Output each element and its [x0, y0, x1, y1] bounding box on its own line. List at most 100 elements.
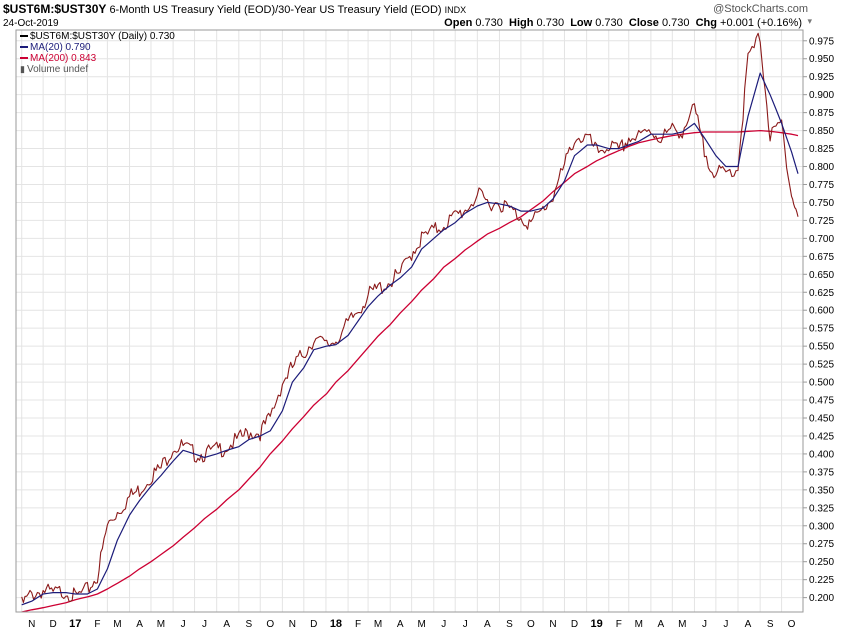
y-tick-label: 0.450: [809, 414, 834, 425]
volume-bars-icon: ▮: [20, 64, 25, 74]
x-tick-label: J: [463, 619, 468, 630]
y-tick-label: 0.750: [809, 198, 834, 209]
x-tick-label: S: [506, 619, 513, 630]
x-tick-label: F: [94, 619, 100, 630]
legend-ma20-label: MA(20) 0.790: [30, 42, 91, 53]
legend-ma200-label: MA(200) 0.843: [30, 53, 97, 64]
y-tick-label: 0.800: [809, 162, 834, 173]
legend-price: $UST6M:$UST30Y (Daily) 0.730: [20, 31, 175, 42]
ma200-line: [21, 129, 799, 613]
y-axis: 0.200 0.225 0.250 0.275 0.300 0.325 0.350 0.375…: [803, 36, 834, 604]
y-tick-label: 0.250: [809, 557, 834, 568]
x-tick-label: J: [723, 619, 728, 630]
legend-volume-label: Volume undef: [26, 64, 89, 75]
exchange-label: INDX: [444, 5, 467, 15]
y-tick-label: 0.950: [809, 54, 834, 65]
low-label: Low: [570, 17, 593, 29]
high-label: High: [509, 17, 534, 29]
watermark: @StockCharts.com: [713, 3, 808, 15]
y-tick-label: 0.850: [809, 126, 834, 137]
legend-price-swatch: [20, 35, 28, 38]
chart-title-line: $UST6M:$UST30Y 6-Month US Treasury Yield…: [3, 3, 466, 17]
legend-ma200-swatch: [20, 57, 28, 60]
x-tick-label: N: [549, 619, 556, 630]
x-tick-label: A: [397, 619, 404, 630]
x-tick-label: N: [28, 619, 35, 630]
x-tick-label: J: [202, 619, 207, 630]
x-tick-label: J: [702, 619, 707, 630]
y-tick-label: 0.900: [809, 90, 834, 101]
legend-price-label: $UST6M:$UST30Y (Daily) 0.730: [30, 31, 175, 42]
x-tick-label: M: [374, 619, 382, 630]
symbol-title: $UST6M:$UST30Y: [3, 2, 107, 16]
x-tick-label: M: [678, 619, 686, 630]
open-value: 0.730: [475, 17, 503, 29]
y-tick-label: 0.475: [809, 396, 834, 407]
x-tick-label: J: [181, 619, 186, 630]
x-tick-label: M: [113, 619, 121, 630]
x-tick-label: A: [484, 619, 491, 630]
y-tick-label: 0.775: [809, 180, 834, 191]
y-tick-label: 0.275: [809, 539, 834, 550]
y-tick-label: 0.650: [809, 270, 834, 281]
x-axis: N D 17 F M A M J J A S O N D 18 F M A M J J A S O N D 19 F M A M J J A S O: [28, 618, 796, 630]
y-tick-label: 0.375: [809, 467, 834, 478]
low-value: 0.730: [595, 17, 623, 29]
y-tick-label: 0.225: [809, 575, 834, 586]
x-tick-label: A: [745, 619, 752, 630]
open-label: Open: [444, 17, 473, 29]
x-tick-label: O: [788, 619, 796, 630]
x-tick-label: 18: [330, 618, 342, 630]
y-tick-label: 0.825: [809, 144, 834, 155]
y-tick-label: 0.325: [809, 503, 834, 514]
x-tick-label: A: [658, 619, 665, 630]
x-tick-label: O: [266, 619, 274, 630]
chevron-down-icon[interactable]: ▾: [807, 16, 812, 26]
x-tick-label: A: [223, 619, 230, 630]
symbol-description: 6-Month US Treasury Yield (EOD)/30-Year …: [109, 4, 442, 16]
y-tick-label: 0.550: [809, 342, 834, 353]
y-tick-label: 0.300: [809, 521, 834, 532]
y-tick-label: 0.725: [809, 216, 834, 227]
x-tick-label: 19: [590, 618, 602, 630]
legend-ma200: MA(200) 0.843: [20, 53, 175, 64]
chart-legend: $UST6M:$UST30Y (Daily) 0.730 MA(20) 0.79…: [20, 31, 175, 75]
y-tick-label: 0.200: [809, 593, 834, 604]
x-tick-label: J: [441, 619, 446, 630]
chg-value: +0.001 (+0.16%): [720, 17, 802, 29]
x-tick-label: F: [616, 619, 622, 630]
high-value: 0.730: [536, 17, 565, 29]
plot-frame: [15, 29, 804, 613]
y-tick-label: 0.425: [809, 431, 834, 442]
x-tick-label: A: [136, 619, 143, 630]
chg-label: Chg: [695, 17, 717, 29]
chart-date: 24-Oct-2019: [3, 18, 59, 29]
x-tick-label: D: [310, 619, 317, 630]
x-tick-label: O: [527, 619, 535, 630]
x-tick-label: D: [50, 619, 57, 630]
y-tick-label: 0.925: [809, 72, 834, 83]
y-tick-label: 0.500: [809, 378, 834, 389]
x-tick-label: M: [157, 619, 165, 630]
x-tick-label: F: [355, 619, 361, 630]
ma20-line: [21, 72, 799, 606]
price-line: [21, 32, 799, 604]
y-tick-label: 0.675: [809, 252, 834, 263]
ohlc-readout: Open 0.730 High 0.730 Low 0.730 Close 0.…: [444, 17, 802, 30]
legend-volume: ▮ Volume undef: [20, 64, 175, 75]
legend-ma20: MA(20) 0.790: [20, 42, 175, 53]
y-tick-label: 0.525: [809, 360, 834, 371]
x-tick-label: N: [289, 619, 296, 630]
plot-background: [16, 30, 803, 612]
y-tick-label: 0.600: [809, 306, 834, 317]
y-tick-label: 0.975: [809, 36, 834, 47]
y-tick-label: 0.625: [809, 288, 834, 299]
y-tick-label: 0.400: [809, 449, 834, 460]
x-tick-label: M: [635, 619, 643, 630]
x-tick-label: S: [245, 619, 252, 630]
close-label: Close: [628, 17, 659, 29]
legend-ma20-swatch: [20, 46, 28, 49]
close-value: 0.730: [661, 17, 690, 29]
x-tick-label: D: [571, 619, 578, 630]
